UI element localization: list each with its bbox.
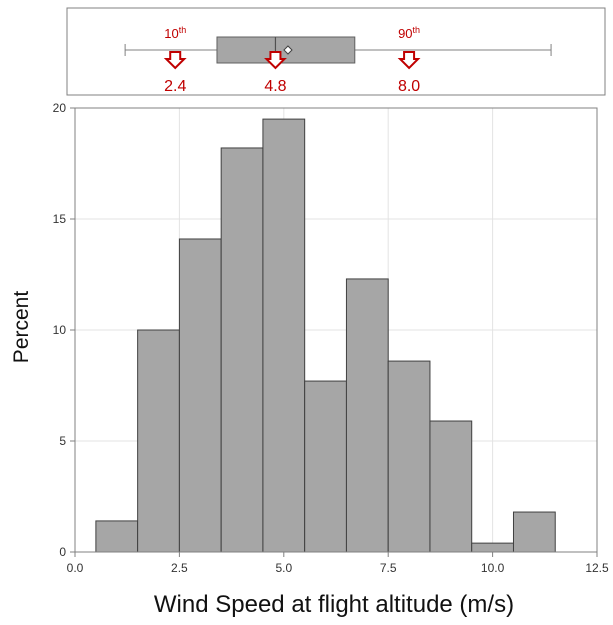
x-tick-label: 2.5: [171, 561, 188, 575]
mean-marker: [283, 45, 293, 55]
x-tick-label: 0.0: [67, 561, 84, 575]
histogram-bar: [387, 360, 431, 553]
percentile-arrow: [397, 51, 421, 70]
y-tick-label: 15: [53, 212, 67, 226]
histogram-bar: [220, 147, 264, 553]
histogram-bar: [471, 542, 514, 553]
percentile-arrow: [163, 51, 187, 70]
y-tick-label: 0: [59, 545, 66, 559]
x-axis-title: Wind Speed at flight altitude (m/s): [154, 591, 514, 618]
x-tick-label: 10.0: [481, 561, 505, 575]
histogram-bar: [345, 278, 389, 553]
y-axis-title: Percent: [10, 291, 33, 364]
percentile-arrow: [264, 51, 287, 70]
percentile-value: 2.4: [164, 78, 186, 95]
percentile-value: 8.0: [398, 78, 420, 95]
histogram-bar: [429, 420, 473, 553]
histogram-bar: [304, 380, 347, 553]
y-tick-label: 10: [53, 323, 67, 337]
x-tick-label: 5.0: [275, 561, 292, 575]
histogram-bar: [512, 511, 556, 553]
x-tick-label: 7.5: [380, 561, 397, 575]
histogram-panel: 0.0 2.5 5.0 7.5 10.0 12.5 0 5 10 15 20: [53, 101, 609, 575]
histogram-bar: [95, 520, 139, 553]
y-tick-label: 20: [53, 101, 67, 115]
histogram-bar: [262, 118, 306, 553]
histogram-bar: [178, 238, 222, 553]
histogram-bar: [137, 329, 180, 553]
x-tick-label: 12.5: [585, 561, 609, 575]
y-tick-label: 5: [59, 434, 66, 448]
percentile-value: 4.8: [264, 78, 286, 95]
